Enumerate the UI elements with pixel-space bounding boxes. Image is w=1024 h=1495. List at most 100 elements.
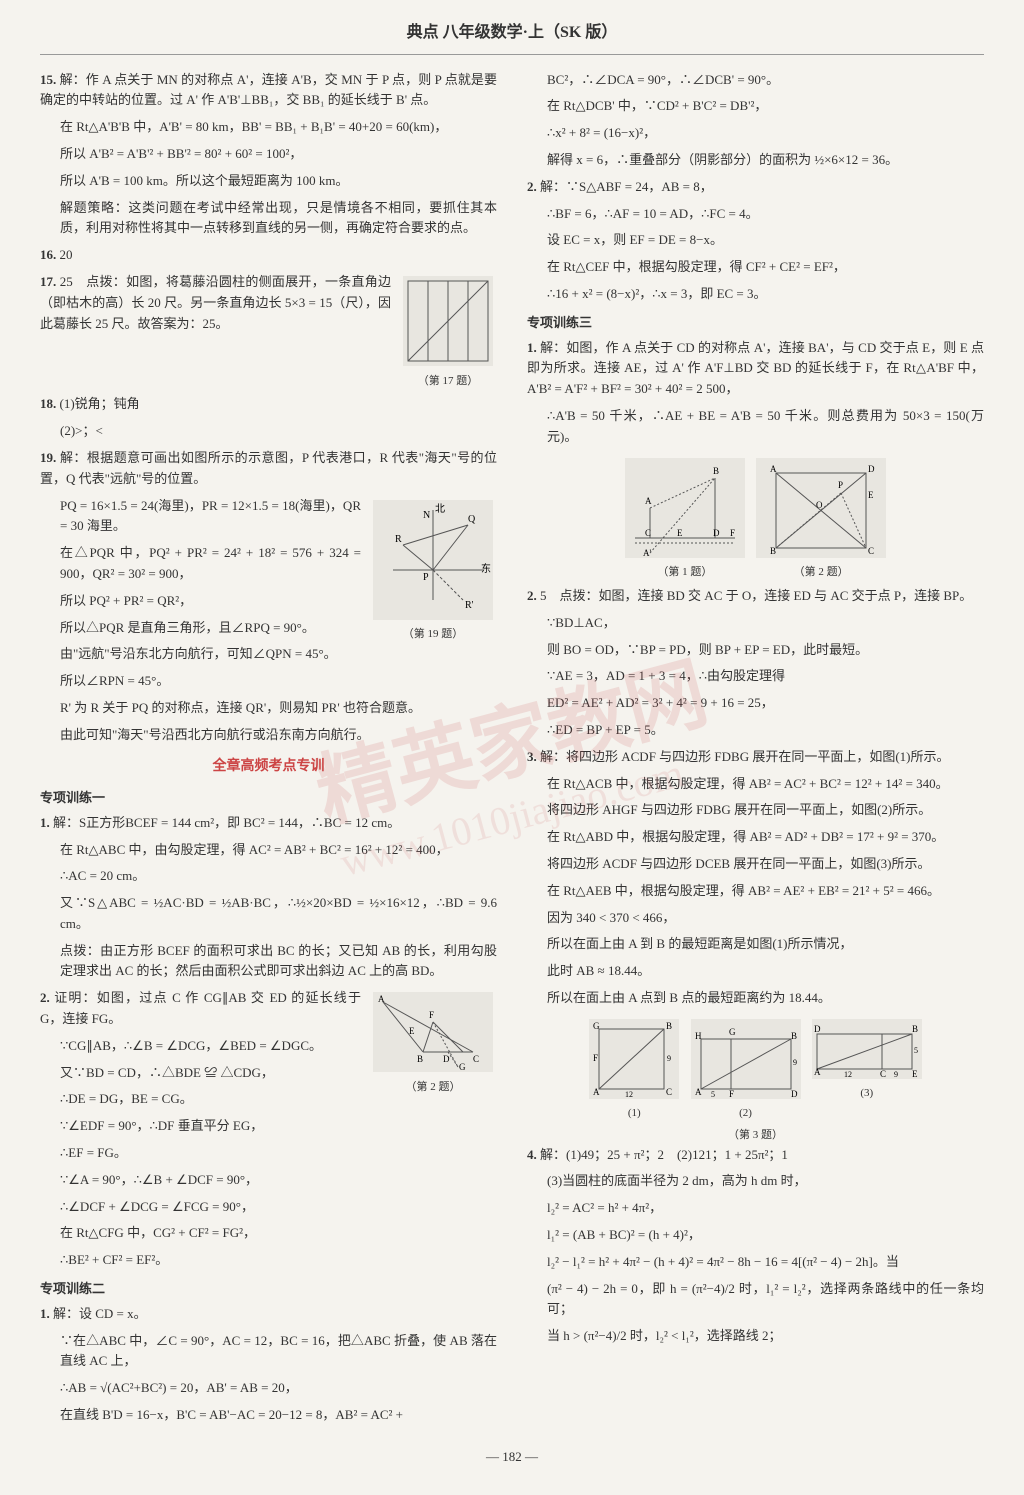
svg-text:D: D bbox=[713, 528, 720, 538]
q17-caption: （第 17 题） bbox=[403, 373, 493, 391]
svg-text:东: 东 bbox=[481, 562, 491, 575]
q19-line0: 解：根据题意可画出如图所示的示意图，P 代表港口，R 代表"海天"号的位置，Q … bbox=[40, 450, 497, 486]
page-number-value: 182 bbox=[502, 1449, 522, 1464]
sub3-q2: 2. 5 点拨：如图，连接 BD 交 AC 于 O，连接 ED 与 AC 交于点… bbox=[527, 586, 984, 607]
svg-text:C: C bbox=[645, 528, 651, 538]
sub3-q4-line4: l₂² − l₁² = h² + 4π² − (h + 4)² = 4π² − … bbox=[527, 1252, 984, 1273]
svg-text:9: 9 bbox=[894, 1070, 898, 1079]
sub3-q3-d3-svg: D B A C E 12 9 5 bbox=[812, 1019, 922, 1079]
sub3-q1-label: 1. bbox=[527, 340, 537, 355]
svg-text:N: N bbox=[423, 510, 430, 521]
svg-text:F: F bbox=[429, 1010, 434, 1020]
q19-line1: PQ = 16×1.5 = 24(海里)，PR = 12×1.5 = 18(海里… bbox=[40, 496, 361, 538]
q19-label: 19. bbox=[40, 450, 56, 465]
sub2-title: 专项训练二 bbox=[40, 1279, 497, 1300]
sub3-q3-label: 3. bbox=[527, 749, 537, 764]
svg-text:9: 9 bbox=[667, 1054, 671, 1063]
r-q2-label: 2. bbox=[527, 179, 537, 194]
q19-line7: R' 为 R 关于 PQ 的对称点，连接 QR'，则易知 PR' 也符合题意。 bbox=[40, 698, 497, 719]
q15-line3: 所以 A'B = 100 km。所以这个最短距离为 100 km。 bbox=[40, 171, 497, 192]
sub1-q2-line9: ∴BE² + CF² = EF²。 bbox=[40, 1250, 497, 1271]
q15-line1: 在 Rt△A'B'B 中，A'B' = 80 km，BB' = BB₁ + B₁… bbox=[40, 117, 497, 138]
svg-text:D: D bbox=[443, 1054, 450, 1064]
q18-line1: (2)>；< bbox=[40, 421, 497, 442]
sub3-q2-line2: 则 BO = OD，∵BP = PD，则 BP + EP = ED，此时最短。 bbox=[527, 640, 984, 661]
q19-line4: 所以△PQR 是直角三角形，且∠RPQ = 90°。 bbox=[40, 618, 361, 639]
cont-1: 在 Rt△DCB' 中，∵CD² + B'C² = DB'²， bbox=[527, 96, 984, 117]
sub3-q1-d1-svg: A B C D E A' F bbox=[625, 458, 745, 558]
q15-line0: 解：作 A 点关于 MN 的对称点 A'，连接 A'B，交 MN 于 P 点，则… bbox=[40, 72, 497, 108]
sub3-q4-label: 4. bbox=[527, 1147, 537, 1162]
sub3-q1-line0: 解：如图，作 A 点关于 CD 的对称点 A'，连接 BA'，与 CD 交于点 … bbox=[527, 340, 984, 397]
sub1-q2-line6: ∵∠A = 90°，∴∠B + ∠DCF = 90°， bbox=[40, 1170, 497, 1191]
sub2-q1: 1. 解：设 CD = x。 bbox=[40, 1304, 497, 1325]
svg-text:Q: Q bbox=[468, 514, 476, 525]
q19-line6: 所以∠RPN = 45°。 bbox=[40, 671, 497, 692]
svg-text:G: G bbox=[593, 1021, 600, 1031]
sub1-q2-line5: ∴EF = FG。 bbox=[40, 1143, 497, 1164]
sub3-q3-d1-svg: G B F A C 12 9 bbox=[589, 1019, 679, 1099]
sub3-q2-line5: ∴ED = BP + EP = 5。 bbox=[527, 720, 984, 741]
svg-text:北: 北 bbox=[435, 503, 445, 515]
section-title: 全章高频考点专训 bbox=[40, 756, 497, 778]
svg-text:C: C bbox=[666, 1087, 672, 1097]
sub1-q1-line1: 在 Rt△ABC 中，由勾股定理，得 AC² = AB² + BC² = 16²… bbox=[40, 840, 497, 861]
sub1-q1-line0: 解：S正方形BCEF = 144 cm²，即 BC² = 144，∴BC = 1… bbox=[53, 815, 400, 830]
sub3-q2-line1: ∵BD⊥AC， bbox=[527, 613, 984, 634]
q17-block: 17. 25 点拨：如图，将葛藤沿圆柱的侧面展开，一条直角边（即枯木的高）长 2… bbox=[40, 272, 497, 394]
svg-text:O: O bbox=[816, 500, 823, 510]
sub3-q3-line0: 解：将四边形 ACDF 与四边形 FDBG 展开在同一平面上，如图(1)所示。 bbox=[540, 749, 950, 764]
r-q2: 2. 解：∵S△ABF = 24，AB = 8， bbox=[527, 177, 984, 198]
sub1-q2: 2. 证明：如图，过点 C 作 CG∥AB 交 ED 的延长线于 G，连接 FG… bbox=[40, 988, 361, 1030]
svg-text:B: B bbox=[912, 1024, 918, 1034]
svg-text:A: A bbox=[378, 994, 385, 1004]
sub3-q2-label: 2. bbox=[527, 588, 537, 603]
sub3-q1-d1: A B C D E A' F （第 1 题） bbox=[625, 458, 745, 582]
svg-text:G: G bbox=[729, 1027, 736, 1037]
sub3-q1-line1: ∴A'B = 50 千米，∴AE + BE = A'B = 50 千米。则总费用… bbox=[527, 406, 984, 448]
sub1-q2-caption: （第 2 题） bbox=[373, 1079, 493, 1097]
sub3-q3-line4: 将四边形 ACDF 与四边形 DCEB 展开在同一平面上，如图(3)所示。 bbox=[527, 854, 984, 875]
q19-svg: 北 东 Q R P R' N bbox=[373, 500, 493, 620]
cont-0: BC²，∴∠DCA = 90°，∴∠DCB' = 90°。 bbox=[527, 70, 984, 91]
sub1-q1: 1. 解：S正方形BCEF = 144 cm²，即 BC² = 144，∴BC … bbox=[40, 813, 497, 834]
sub3-q1: 1. 解：如图，作 A 点关于 CD 的对称点 A'，连接 BA'，与 CD 交… bbox=[527, 338, 984, 400]
q16-text: 20 bbox=[60, 247, 73, 262]
r-q2-line1: ∴BF = 6，∴AF = 10 = AD，∴FC = 4。 bbox=[527, 204, 984, 225]
svg-text:C: C bbox=[868, 546, 874, 556]
sub3-q3: 3. 解：将四边形 ACDF 与四边形 FDBG 展开在同一平面上，如图(1)所… bbox=[527, 747, 984, 768]
sub3-q3-line2: 将四边形 AHGF 与四边形 FDBG 展开在同一平面上，如图(2)所示。 bbox=[527, 800, 984, 821]
svg-text:C: C bbox=[473, 1054, 479, 1064]
svg-text:A: A bbox=[695, 1087, 702, 1097]
q18: 18. (1)锐角；钝角 bbox=[40, 394, 497, 415]
svg-text:B: B bbox=[770, 546, 776, 556]
sub3-q1-cap1: （第 1 题） bbox=[625, 564, 745, 582]
svg-text:9: 9 bbox=[793, 1058, 797, 1067]
svg-text:B: B bbox=[666, 1021, 672, 1031]
q19-line2: 在△PQR 中，PQ² + PR² = 24² + 18² = 576 + 32… bbox=[40, 543, 361, 585]
svg-text:5: 5 bbox=[914, 1046, 918, 1055]
svg-text:B: B bbox=[713, 466, 719, 476]
svg-text:A: A bbox=[814, 1067, 821, 1077]
sub3-q4-line3: l₁² = (AB + BC)² = (h + 4)²， bbox=[527, 1225, 984, 1246]
svg-text:E: E bbox=[677, 528, 683, 538]
q19-line8: 由此可知"海天"号沿西北方向航行或沿东南方向航行。 bbox=[40, 725, 497, 746]
r-q2-line4: ∴16 + x² = (8−x)²，∴x = 3，即 EC = 3。 bbox=[527, 284, 984, 305]
sub3-q1-cap2: （第 2 题） bbox=[756, 564, 886, 582]
svg-text:F: F bbox=[729, 1089, 734, 1099]
sub3-q3-line9: 所以在面上由 A 点到 B 点的最短距离约为 18.44。 bbox=[527, 988, 984, 1009]
sub3-q3-line5: 在 Rt△AEB 中，根据勾股定理，得 AB² = AE² + EB² = 21… bbox=[527, 881, 984, 902]
svg-text:P: P bbox=[423, 572, 429, 583]
sub3-q2-line4: ED² = AE² + AD² = 3² + 4² = 9 + 16 = 25， bbox=[527, 693, 984, 714]
sub1-q2-svg: A B C F D E G bbox=[373, 992, 493, 1072]
sub3-q3-line8: 此时 AB ≈ 18.44。 bbox=[527, 961, 984, 982]
svg-text:B: B bbox=[417, 1054, 423, 1064]
sub3-q4-line2: l₂² = AC² = h² + 4π²， bbox=[527, 1198, 984, 1219]
sub3-q2-line0: 5 点拨：如图，连接 BD 交 AC 于 O，连接 ED 与 AC 交于点 P，… bbox=[540, 588, 972, 603]
svg-text:F: F bbox=[593, 1053, 598, 1063]
sub1-q2-diagram: A B C F D E G （第 2 题） bbox=[373, 992, 493, 1096]
svg-text:A: A bbox=[645, 496, 652, 506]
sub1-q2-line8: 在 Rt△CFG 中，CG² + CF² = FG²， bbox=[40, 1223, 497, 1244]
sub1-q2-block: 2. 证明：如图，过点 C 作 CG∥AB 交 ED 的延长线于 G，连接 FG… bbox=[40, 988, 497, 1116]
page-container: 精英家教网 www.1010jiajiao.com 典点 八年级数学·上（SK … bbox=[0, 0, 1024, 1488]
